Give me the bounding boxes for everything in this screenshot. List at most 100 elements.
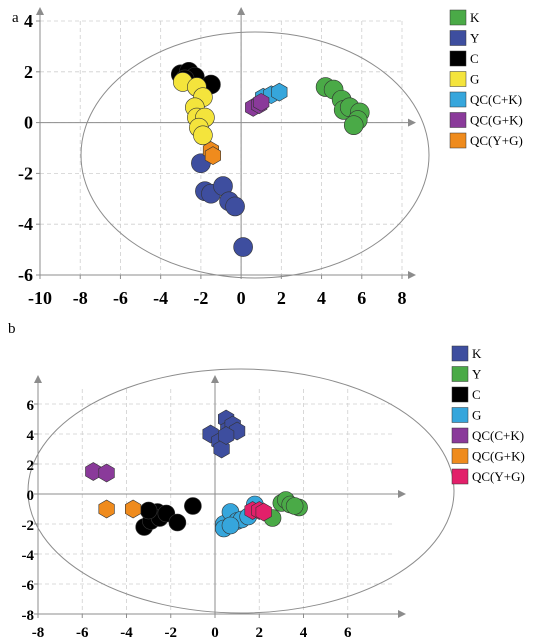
panel-a-label: a (12, 10, 19, 26)
x-tick-label: 4 (300, 625, 308, 641)
legend-label: QC(Y+G) (472, 469, 525, 484)
x-tick-label: -8 (73, 288, 88, 308)
zero-line-arrow (408, 118, 416, 127)
legend-swatch (449, 9, 467, 26)
x-tick-label: 6 (344, 625, 352, 641)
data-point-C (168, 513, 187, 532)
legend-label: C (470, 51, 479, 66)
panel-b-axes (34, 375, 406, 618)
legend-swatch (449, 91, 467, 108)
legend-swatch (449, 50, 467, 67)
y-axis-arrow (36, 7, 44, 15)
legend-label: QC(C+K) (470, 92, 522, 107)
x-tick-label: -2 (165, 625, 178, 641)
y-tick-label: -2 (18, 163, 33, 183)
y-axis-arrow (34, 375, 42, 383)
data-point-QC(Y+G) (204, 146, 221, 165)
x-tick-label: 0 (237, 288, 246, 308)
legend-label: G (470, 72, 479, 87)
legend-swatch (451, 448, 469, 464)
legend-label: C (472, 387, 481, 402)
data-point-QC(C+K) (98, 463, 115, 483)
data-point-QC(Y+G) (255, 502, 272, 522)
legend-swatch (451, 407, 469, 423)
data-point-Y (225, 196, 245, 217)
x-tick-label: 8 (398, 288, 407, 308)
y-tick-label: 2 (24, 62, 33, 82)
legend-label: Y (472, 367, 482, 382)
panel-a-axes (36, 7, 416, 279)
legend-label: Y (470, 31, 480, 46)
legend-label: K (472, 346, 482, 361)
x-axis-arrow (398, 610, 406, 618)
panel-b-label: b (8, 321, 16, 337)
panel-a-tick-labels: -10 -8 -6 -4 -2 0 2 4 6 8 -6 -4 -2 0 2 4 (18, 11, 407, 308)
y-tick-label: -8 (22, 608, 35, 624)
x-tick-label: 4 (317, 288, 326, 308)
panel-b-tick-labels: -8 -6 -4 -2 0 2 4 6 -8 -6 -4 -2 0 2 4 6 (22, 398, 353, 641)
legend-swatch (449, 112, 467, 128)
x-tick-label: -10 (28, 288, 52, 308)
legend-swatch (451, 345, 469, 362)
panel-a-points (170, 62, 370, 257)
y-tick-label: 0 (27, 488, 35, 504)
legend-swatch (449, 132, 467, 149)
x-tick-label: -6 (76, 625, 89, 641)
legend-swatch (451, 468, 469, 485)
legend-label: G (472, 408, 481, 423)
y-tick-label: -4 (18, 214, 33, 234)
y-tick-label: 0 (24, 113, 33, 133)
data-point-G (221, 516, 240, 535)
x-tick-label: 2 (277, 288, 286, 308)
legend-swatch (451, 386, 469, 403)
x-tick-label: 0 (211, 625, 219, 641)
data-point-QC(G+K) (253, 92, 270, 112)
legend-swatch (451, 366, 469, 382)
data-point-Y (233, 237, 253, 257)
data-point-G (193, 125, 213, 146)
y-tick-label: -6 (22, 578, 35, 594)
data-point-Y (285, 497, 304, 515)
data-point-C (184, 497, 202, 515)
legend-label: QC(G+K) (470, 113, 523, 128)
panel-b-confidence-ellipse (27, 368, 455, 614)
legend-label: QC(Y+G) (470, 133, 523, 148)
legend-swatch (451, 427, 469, 444)
legend-swatch (449, 30, 467, 46)
x-tick-label: -6 (113, 288, 128, 308)
x-tick-label: -8 (32, 625, 45, 641)
panel-b-points (85, 409, 308, 538)
x-tick-label: 2 (256, 625, 264, 641)
data-point-K (343, 115, 364, 135)
legend-label: K (470, 10, 480, 25)
x-tick-label: -2 (193, 288, 208, 308)
zero-line-arrow (211, 375, 219, 383)
y-tick-label: -4 (22, 548, 35, 564)
zero-line-arrow (237, 7, 246, 15)
x-axis-arrow (408, 271, 416, 279)
data-point-QC(G+K) (125, 499, 142, 519)
y-tick-label: 6 (27, 398, 35, 414)
zero-line-arrow (398, 490, 406, 498)
legend-label: QC(C+K) (472, 428, 524, 443)
panel-a-confidence-ellipse (80, 31, 430, 279)
legend-swatch (449, 71, 467, 87)
legend-label: QC(G+K) (472, 449, 525, 464)
data-point-C (139, 501, 158, 520)
x-tick-label: -4 (120, 625, 133, 641)
y-tick-label: -2 (22, 518, 35, 534)
data-point-QC(G+K) (98, 499, 115, 519)
y-tick-label: 2 (27, 458, 35, 474)
panel-a-gridlines (39, 20, 403, 276)
y-tick-label: 4 (27, 428, 35, 444)
x-tick-label: 6 (357, 288, 366, 308)
x-tick-label: -4 (153, 288, 168, 308)
data-point-QC(C+K) (271, 82, 288, 102)
data-point-K (218, 426, 235, 445)
y-tick-label: -6 (18, 265, 33, 285)
y-tick-label: 4 (24, 11, 33, 31)
